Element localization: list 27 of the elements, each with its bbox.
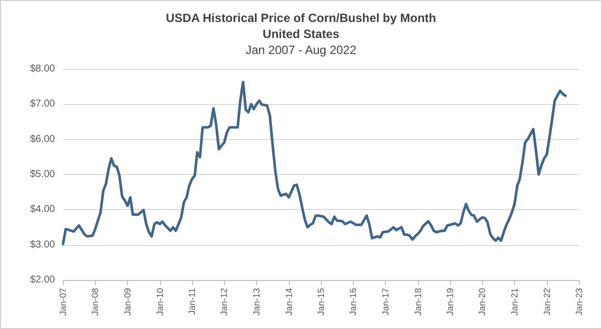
y-tick-label: $3.00 [30, 239, 56, 250]
x-tick-label: Jan-21 [510, 288, 520, 316]
y-tick-label: $8.00 [30, 64, 56, 74]
y-tick-label: $7.00 [30, 98, 56, 110]
x-tick-label: Jan-23 [574, 288, 584, 316]
x-tick-label: Jan-12 [219, 288, 230, 316]
x-tick-label: Jan-10 [154, 288, 165, 316]
x-tick-label: Jan-15 [316, 288, 326, 316]
y-tick-label: $6.00 [30, 134, 56, 145]
y-tick-label: $4.00 [30, 204, 56, 216]
x-tick-label: Jan-19 [445, 288, 455, 316]
chart-subtitle: Jan 2007 - Aug 2022 [246, 43, 357, 57]
line-series [62, 80, 567, 246]
y-tick-label: $5.00 [30, 169, 56, 180]
y-tick-label: $2.00 [30, 274, 56, 286]
x-tick-label: Jan-13 [252, 288, 262, 316]
x-tick-label: Jan-16 [348, 288, 358, 316]
x-tick-label: Jan-09 [122, 288, 133, 316]
x-tick-label: Jan-07 [58, 288, 68, 316]
x-tick-label: Jan-08 [90, 288, 100, 316]
x-tick-label: Jan-22 [542, 288, 552, 316]
x-tick-label: Jan-14 [284, 288, 294, 316]
x-tick-label: Jan-11 [187, 288, 197, 315]
x-tick-label: Jan-18 [412, 288, 423, 316]
x-tick-label: Jan-20 [477, 288, 488, 316]
x-tick-label: Jan-17 [380, 288, 391, 316]
chart-title: USDA Historical Price of Corn/Bushel by Month United States [166, 11, 436, 41]
